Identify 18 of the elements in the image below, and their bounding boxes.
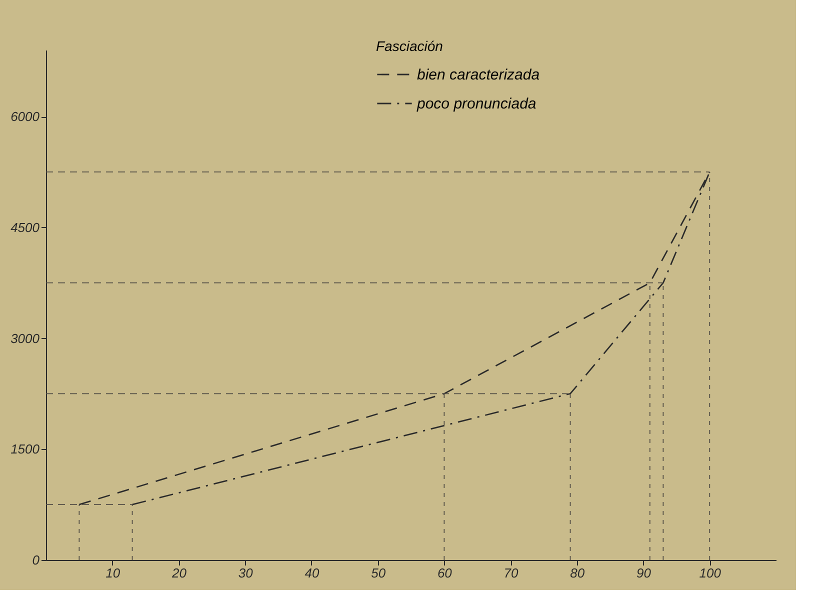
y-tick-label: 6000: [10, 109, 40, 124]
y-tick-label: 4500: [10, 220, 40, 235]
legend-label: poco pronunciada: [416, 96, 536, 112]
y-tick-label: 1500: [10, 442, 40, 457]
x-tick-label: 40: [304, 566, 320, 580]
x-tick-label: 50: [371, 566, 386, 580]
x-tick-label: 100: [699, 566, 722, 580]
x-tick-label: 70: [504, 566, 520, 580]
legend-title: Fasciación: [376, 38, 444, 54]
x-tick-label: 30: [238, 566, 254, 580]
x-tick-label: 80: [570, 566, 586, 580]
y-tick-label: 0: [32, 552, 40, 568]
x-tick-label: 20: [170, 566, 188, 580]
y-tick-label: 3000: [10, 330, 40, 346]
legend-label: bien caracterizada: [417, 66, 540, 84]
x-tick-label: 90: [636, 566, 652, 580]
x-tick-label: 10: [106, 566, 121, 580]
x-tick-label: 60: [437, 566, 453, 580]
